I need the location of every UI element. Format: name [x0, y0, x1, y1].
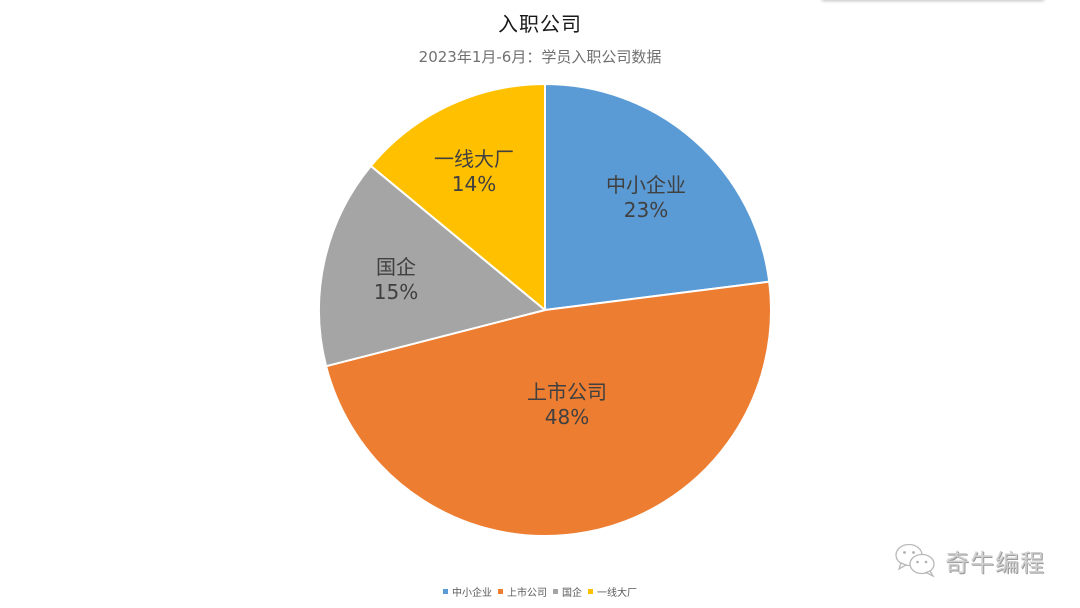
wechat-icon — [895, 543, 935, 578]
slice-label-bigtech: 一线大厂 14% — [434, 147, 514, 197]
legend-label: 上市公司 — [507, 588, 547, 599]
pie-slice-listed[interactable] — [325, 280, 772, 538]
legend-item-listed[interactable]: 上市公司 — [498, 584, 547, 599]
slice-label-name: 上市公司 — [527, 380, 607, 404]
legend-swatch — [553, 589, 558, 594]
slice-label-sme: 中小企业 23% — [606, 173, 686, 223]
pie-slice-soe[interactable] — [318, 164, 546, 368]
slice-label-name: 中小企业 — [606, 173, 686, 197]
legend-label: 中小企业 — [452, 588, 492, 599]
slice-label-pct: 14% — [451, 172, 497, 196]
watermark-text: 奇牛编程 — [945, 548, 1045, 577]
pie-slice-sme[interactable] — [544, 83, 771, 311]
slice-label-name: 一线大厂 — [434, 147, 514, 171]
slice-label-listed: 上市公司 48% — [527, 380, 607, 430]
chart-subtitle: 2023年1月-6月：学员入职公司数据 — [418, 48, 662, 66]
legend-label: 国企 — [562, 588, 582, 599]
legend-item-soe[interactable]: 国企 — [553, 584, 582, 599]
legend-swatch — [443, 589, 448, 594]
watermark: 奇牛编程 — [893, 541, 1045, 579]
chart-legend: 中小企业 上市公司 国企 一线大厂 — [0, 584, 1080, 599]
legend-label: 一线大厂 — [597, 588, 637, 599]
legend-item-bigtech[interactable]: 一线大厂 — [588, 584, 637, 599]
legend-swatch — [498, 589, 503, 594]
slice-label-pct: 15% — [373, 280, 419, 304]
legend-item-sme[interactable]: 中小企业 — [443, 584, 492, 599]
pie-slice-bigtech[interactable] — [369, 83, 546, 311]
chart-title: 入职公司 — [498, 12, 582, 36]
legend-swatch — [588, 589, 593, 594]
slice-label-pct: 48% — [544, 405, 590, 429]
pie-slices — [318, 83, 772, 538]
slice-label-name: 国企 — [375, 255, 416, 279]
slice-label-pct: 23% — [623, 198, 669, 222]
slice-label-soe: 国企 15% — [374, 255, 418, 305]
